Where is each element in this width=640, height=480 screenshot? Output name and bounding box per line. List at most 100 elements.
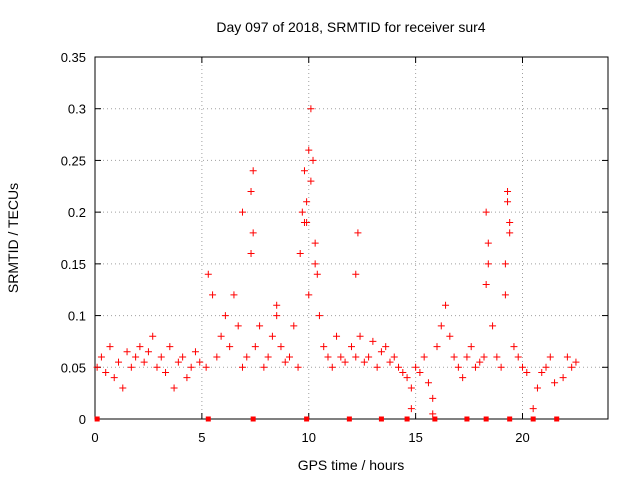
data-point	[519, 363, 526, 371]
x-axis-ticks: 0 5 10 15 20	[91, 57, 530, 445]
y-tick-label: 0.05	[61, 360, 86, 375]
data-point	[467, 343, 475, 351]
chart-title: Day 097 of 2018, SRMTID for receiver sur…	[216, 19, 485, 35]
data-point	[311, 239, 319, 247]
data-point	[514, 353, 522, 361]
data-point	[256, 322, 264, 330]
y-tick-label: 0.1	[68, 309, 86, 324]
data-point	[162, 368, 170, 376]
data-point	[484, 260, 492, 268]
data-point	[529, 405, 537, 413]
data-point	[249, 229, 257, 237]
data-point	[407, 405, 415, 413]
data-point	[296, 250, 304, 258]
data-point	[290, 322, 298, 330]
data-point	[542, 363, 550, 371]
data-point	[348, 343, 355, 351]
data-point	[360, 358, 368, 366]
data-point	[386, 358, 394, 366]
data-point	[454, 363, 462, 371]
data-point	[506, 229, 514, 237]
data-point	[450, 353, 458, 361]
data-point	[407, 384, 415, 392]
data-point	[311, 260, 319, 268]
y-tick-label: 0	[79, 412, 86, 427]
data-point	[149, 332, 157, 340]
data-point	[399, 368, 407, 376]
zero-markers	[94, 416, 560, 422]
data-point	[305, 146, 313, 154]
data-point	[127, 363, 135, 371]
data-point	[238, 208, 246, 216]
zero-marker	[554, 416, 560, 422]
data-point	[230, 291, 238, 299]
data-point	[264, 353, 272, 361]
data-point	[144, 348, 152, 356]
data-point	[170, 384, 178, 392]
data-point	[213, 353, 221, 361]
data-point	[563, 353, 571, 361]
zero-marker	[94, 416, 100, 422]
data-point	[382, 343, 390, 351]
data-points	[93, 105, 580, 418]
x-tick-label: 10	[302, 430, 316, 445]
data-point	[333, 332, 341, 340]
data-point	[482, 208, 490, 216]
data-point	[307, 105, 315, 113]
y-tick-label: 0.3	[68, 102, 86, 117]
zero-marker	[378, 416, 384, 422]
data-point	[412, 363, 420, 371]
data-point	[110, 374, 118, 382]
zero-marker	[404, 416, 410, 422]
data-point	[471, 363, 479, 371]
data-point	[551, 379, 559, 387]
data-point	[504, 187, 512, 195]
x-tick-label: 15	[408, 430, 422, 445]
zero-marker	[205, 416, 211, 422]
data-point	[341, 358, 349, 366]
data-point	[97, 353, 105, 361]
data-point	[300, 167, 308, 175]
y-tick-label: 0.15	[61, 257, 86, 272]
grid	[95, 57, 608, 419]
data-point	[482, 281, 490, 289]
data-point	[446, 332, 454, 340]
data-point	[313, 270, 321, 278]
data-point	[183, 374, 191, 382]
data-point	[442, 301, 450, 309]
data-point	[484, 239, 492, 247]
data-point	[136, 343, 144, 351]
data-point	[202, 363, 210, 371]
data-point	[510, 343, 518, 351]
data-point	[373, 363, 381, 371]
data-point	[174, 358, 182, 366]
data-point	[309, 156, 317, 164]
data-point	[273, 312, 281, 320]
data-point	[166, 343, 174, 351]
x-tick-label: 20	[515, 430, 529, 445]
data-point	[352, 270, 360, 278]
data-point	[307, 177, 315, 185]
data-point	[459, 374, 467, 382]
data-point	[572, 358, 580, 366]
zero-marker	[304, 416, 310, 422]
data-point	[115, 358, 123, 366]
data-point	[217, 332, 225, 340]
y-tick-label: 0.2	[68, 205, 86, 220]
data-point	[480, 353, 488, 361]
data-point	[493, 353, 501, 361]
data-point	[369, 337, 377, 345]
data-point	[489, 322, 497, 330]
zero-marker	[464, 416, 470, 422]
data-point	[546, 353, 554, 361]
data-point	[395, 363, 403, 371]
data-point	[286, 353, 294, 361]
data-point	[420, 353, 428, 361]
x-axis-label: GPS time / hours	[298, 457, 405, 473]
data-point	[238, 363, 246, 371]
zero-marker	[507, 416, 513, 422]
y-axis-ticks: 0 0.05 0.1 0.15 0.2 0.25 0.3 0.35	[61, 50, 608, 427]
data-point	[463, 353, 471, 361]
data-point	[390, 353, 398, 361]
